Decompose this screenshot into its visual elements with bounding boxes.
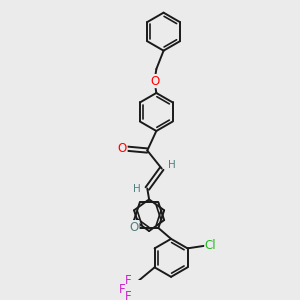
Text: F: F [119, 283, 125, 296]
Text: H: H [133, 184, 141, 194]
Text: F: F [125, 274, 132, 287]
Text: H: H [168, 160, 176, 170]
Text: Cl: Cl [205, 239, 216, 252]
Text: O: O [118, 142, 127, 155]
Text: O: O [150, 74, 159, 88]
Text: O: O [130, 220, 139, 234]
Text: F: F [125, 290, 132, 300]
